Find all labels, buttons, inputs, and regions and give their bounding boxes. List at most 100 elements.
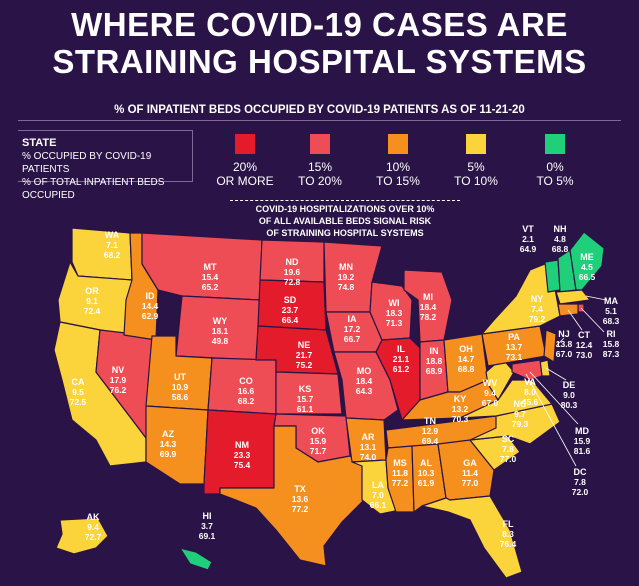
leader-line-de [545, 367, 567, 381]
state-covid-pct: 19.6 [284, 267, 301, 277]
state-total-pct: 64.9 [520, 244, 537, 254]
state-label-ma: MA5.168.3 [603, 296, 620, 326]
state-total-pct: 77.2 [292, 504, 309, 514]
note-line-1: COVID-19 HOSPITALIZATIONS OVER 10% [255, 204, 435, 214]
state-covid-pct: 8.3 [502, 529, 514, 539]
state-label-ak: AK9.472.7 [85, 512, 102, 542]
state-covid-pct: 13.8 [556, 339, 573, 349]
state-total-pct: 67.0 [556, 349, 573, 359]
title-line-1: WHERE COVID-19 CASES ARE [71, 6, 568, 43]
state-total-pct: 80.3 [561, 400, 578, 410]
state-total-pct: 69.1 [199, 531, 216, 541]
state-covid-pct: 18.3 [386, 308, 403, 318]
state-covid-pct: 16.6 [238, 386, 255, 396]
state-covid-pct: 7.8 [574, 477, 586, 487]
state-abbr: MS [393, 458, 407, 468]
state-abbr: IN [430, 346, 439, 356]
state-abbr: ND [286, 257, 299, 267]
state-abbr: NV [112, 365, 125, 375]
state-total-pct: 76.4 [500, 539, 517, 549]
state-label-wa: WA7.168.2 [104, 230, 121, 260]
leader-line-ri [580, 307, 605, 333]
legend-label-line2: TO 10% [454, 174, 498, 188]
state-abbr: KY [454, 394, 467, 404]
state-abbr: AZ [162, 429, 174, 439]
state-abbr: OH [459, 344, 473, 354]
state-abbr: NY [531, 294, 544, 304]
state-label-sc: SC7.877.0 [500, 434, 517, 464]
state-total-pct: 67.0 [482, 398, 499, 408]
key-line-total: % OF TOTAL INPATIENT BEDS OCCUPIED [22, 177, 165, 201]
state-covid-pct: 7.4 [531, 304, 543, 314]
state-covid-pct: 3.7 [201, 521, 213, 531]
state-total-pct: 79.3 [512, 419, 529, 429]
state-shape-nj [543, 329, 557, 363]
state-abbr: CT [578, 330, 590, 340]
state-total-pct: 62.9 [142, 311, 159, 321]
state-total-pct: 70.3 [452, 414, 469, 424]
key-line-covid: % OCCUPIED BY COVID-19 PATIENTS [22, 151, 152, 175]
state-total-pct: 45.6 [522, 397, 539, 407]
state-shape-ma [555, 289, 591, 305]
state-total-pct: 74.8 [338, 282, 355, 292]
legend-label-line2: OR MORE [216, 174, 274, 188]
state-total-pct: 78.2 [420, 312, 437, 322]
state-covid-pct: 14.4 [142, 301, 159, 311]
state-shape-fl [421, 495, 523, 579]
state-shape-nc [469, 403, 561, 445]
state-covid-pct: 4.8 [554, 234, 566, 244]
state-covid-pct: 2.1 [522, 234, 534, 244]
legend-label-line1: 0% [546, 160, 564, 174]
state-covid-pct: 14.3 [160, 439, 177, 449]
state-total-pct: 58.6 [172, 392, 189, 402]
state-total-pct: 87.3 [603, 349, 620, 359]
state-shape-hi [179, 547, 213, 571]
state-covid-pct: 15.9 [310, 436, 327, 446]
state-total-pct: 66.7 [344, 334, 361, 344]
legend-label-line1: 15% [307, 160, 333, 174]
state-covid-pct: 12.9 [422, 426, 439, 436]
state-covid-pct: 10.3 [418, 468, 435, 478]
state-covid-pct: 15.7 [297, 394, 314, 404]
legend-item: 15% TO 20% [285, 130, 355, 188]
legend-swatch [235, 134, 255, 154]
legend-label-line2: TO 15% [376, 174, 420, 188]
state-abbr: OR [85, 286, 99, 296]
legend-item: 0% TO 5% [520, 130, 590, 188]
state-abbr: WY [213, 316, 228, 326]
state-total-pct: 68.9 [426, 366, 443, 376]
state-label-wv: WV9.467.0 [482, 378, 499, 408]
legend-swatch [388, 134, 408, 154]
state-covid-pct: 17.2 [344, 324, 361, 334]
state-label-nc: NC9.779.3 [512, 399, 529, 429]
state-total-pct: 68.8 [552, 244, 569, 254]
state-covid-pct: 7.0 [372, 490, 384, 500]
state-covid-pct: 11.8 [392, 468, 408, 478]
state-covid-pct: 21.7 [296, 350, 313, 360]
state-total-pct: 74.0 [360, 452, 377, 462]
state-covid-pct: 7.1 [106, 240, 118, 250]
state-total-pct: 61.9 [418, 478, 435, 488]
state-label-nh: NH4.868.8 [552, 224, 569, 254]
state-total-pct: 81.6 [574, 446, 591, 456]
state-shape-tx [219, 425, 365, 567]
state-covid-pct: 21.1 [393, 354, 410, 364]
state-covid-pct: 13.1 [360, 442, 377, 452]
state-covid-pct: 11.4 [462, 468, 478, 478]
legend-item: 20% OR MORE [210, 130, 280, 188]
state-abbr: GA [463, 458, 477, 468]
state-abbr: NC [514, 399, 527, 409]
leader-line-md [529, 371, 579, 425]
